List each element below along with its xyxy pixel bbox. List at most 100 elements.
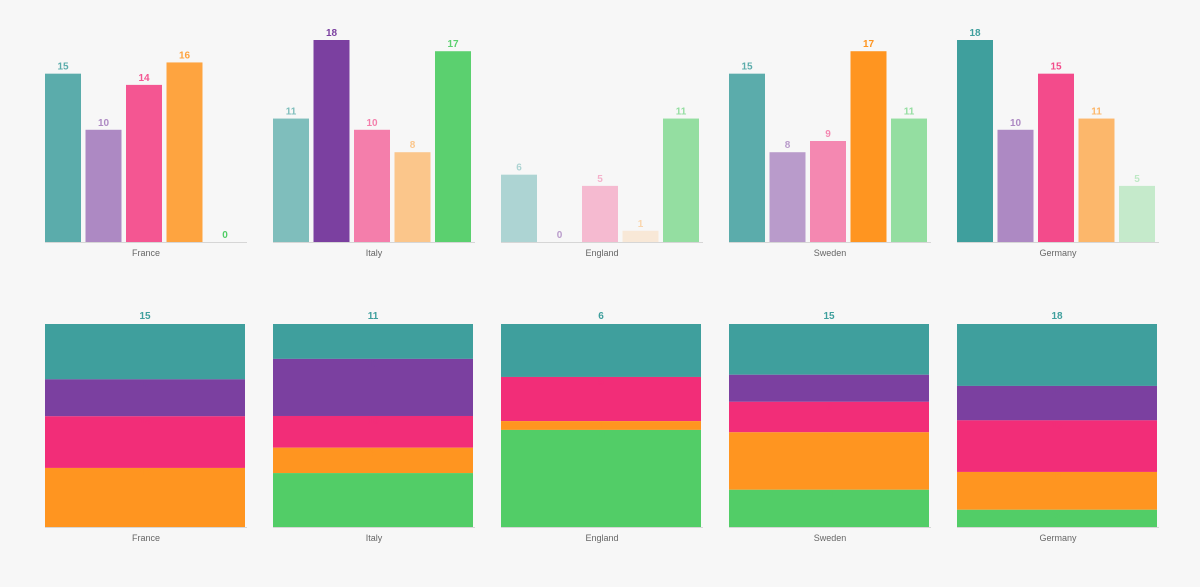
stack-value-label: 15 [823, 311, 835, 322]
bar-italy-3 [354, 129, 390, 242]
bar-value-label: 8 [785, 140, 791, 151]
bar-france-2 [85, 129, 122, 242]
category-label-italy: Italy [366, 533, 383, 543]
stack-segment-italy-1 [273, 324, 473, 359]
stack-value-label: 18 [367, 359, 379, 370]
category-label-england: England [585, 248, 618, 258]
stack-segment-sweden-2 [729, 374, 929, 402]
bar-sweden-1 [729, 73, 765, 243]
stack-value-label: 14 [139, 416, 151, 427]
bar-germany-3 [1038, 73, 1074, 243]
stack-segment-germany-5 [957, 509, 1157, 527]
stack-segment-germany-4 [957, 471, 1157, 510]
stack-value-label: 11 [1052, 472, 1063, 483]
stack-segment-france-2 [45, 379, 245, 417]
bar-england-5 [663, 118, 699, 242]
category-label-sweden: Sweden [814, 248, 847, 258]
stack-segment-italy-4 [273, 447, 473, 474]
bar-germany-2 [997, 129, 1034, 242]
bar-sweden-5 [891, 118, 927, 242]
bar-value-label: 5 [1134, 174, 1140, 185]
stack-segment-italy-2 [273, 358, 473, 416]
bar-value-label: 16 [179, 50, 191, 61]
bar-italy-4 [394, 152, 431, 242]
bar-value-label: 18 [969, 28, 981, 39]
bar-italy-5 [435, 51, 471, 242]
bar-value-label: 11 [904, 107, 915, 118]
category-label-germany: Germany [1039, 248, 1077, 258]
bar-sweden-3 [810, 141, 846, 242]
category-label-england: England [585, 533, 618, 543]
stack-value-label: 5 [598, 377, 604, 388]
stack-segment-germany-1 [957, 324, 1157, 386]
bar-value-label: 1 [638, 219, 644, 230]
stack-value-label: 6 [598, 311, 604, 322]
stack-value-label: 18 [1051, 311, 1063, 322]
bar-england-3 [582, 185, 618, 242]
bar-sweden-2 [769, 152, 806, 242]
stack-segment-england-3 [501, 376, 701, 422]
stack-value-label: 1 [598, 421, 604, 432]
bar-value-label: 15 [57, 62, 69, 73]
bar-england-1 [501, 174, 537, 242]
stack-value-label: 11 [596, 430, 607, 441]
stack-segment-england-5 [501, 429, 701, 527]
bar-value-label: 17 [447, 39, 459, 50]
stack-value-label: 8 [826, 375, 832, 386]
bar-value-label: 0 [222, 230, 228, 241]
stack-value-label: 11 [368, 311, 379, 322]
stack-segment-england-1 [501, 324, 701, 377]
bar-value-label: 11 [1091, 107, 1102, 118]
bar-france-4 [166, 62, 203, 242]
stack-segment-germany-3 [957, 420, 1157, 472]
category-label-germany: Germany [1039, 533, 1077, 543]
stack-segment-sweden-5 [729, 489, 929, 527]
stack-value-label: 15 [1051, 420, 1063, 431]
grouped-bar-chart: 151014160France111810817Italy605111Engla… [45, 28, 1159, 258]
bar-germany-4 [1078, 118, 1115, 242]
bar-value-label: 15 [1050, 62, 1062, 73]
bar-value-label: 9 [825, 129, 831, 140]
stack-segment-france-4 [45, 467, 245, 527]
stack-value-label: 8 [370, 448, 376, 459]
category-label-sweden: Sweden [814, 533, 847, 543]
category-label-italy: Italy [366, 248, 383, 258]
category-label-france: France [132, 533, 160, 543]
stack-value-label: 16 [139, 468, 151, 479]
stack-segment-france-3 [45, 416, 245, 468]
stack-value-label: 9 [826, 402, 832, 413]
category-label-france: France [132, 248, 160, 258]
bar-value-label: 6 [516, 163, 522, 174]
bar-germany-5 [1119, 185, 1155, 242]
bar-italy-2 [313, 40, 350, 242]
bar-value-label: 10 [1010, 118, 1022, 129]
bar-france-1 [45, 73, 81, 243]
stack-segment-england-4 [501, 421, 701, 430]
stack-value-label: 11 [824, 490, 835, 501]
stack-value-label: 15 [139, 311, 151, 322]
stacked-bar-chart: 15101416France111810817Italy65111England… [45, 311, 1159, 543]
stack-segment-france-1 [45, 324, 245, 380]
bar-france-3 [126, 84, 162, 242]
stack-value-label: 17 [367, 473, 379, 484]
bar-value-label: 15 [741, 62, 753, 73]
bar-value-label: 11 [676, 107, 687, 118]
stack-value-label: 5 [1054, 510, 1060, 521]
bar-germany-1 [957, 40, 993, 242]
bar-value-label: 10 [366, 118, 378, 129]
stack-value-label: 10 [139, 379, 151, 390]
stack-value-label: 10 [367, 416, 379, 427]
bar-value-label: 17 [863, 39, 875, 50]
stack-value-label: 10 [1051, 386, 1063, 397]
stack-segment-sweden-3 [729, 401, 929, 433]
bar-value-label: 0 [557, 230, 563, 241]
stack-segment-sweden-1 [729, 324, 929, 375]
bar-england-4 [622, 230, 659, 242]
bar-value-label: 8 [410, 140, 416, 151]
stack-segment-sweden-4 [729, 432, 929, 490]
bar-value-label: 5 [597, 174, 603, 185]
bar-value-label: 18 [326, 28, 338, 39]
bar-sweden-4 [850, 51, 887, 242]
stack-segment-italy-5 [273, 473, 473, 527]
